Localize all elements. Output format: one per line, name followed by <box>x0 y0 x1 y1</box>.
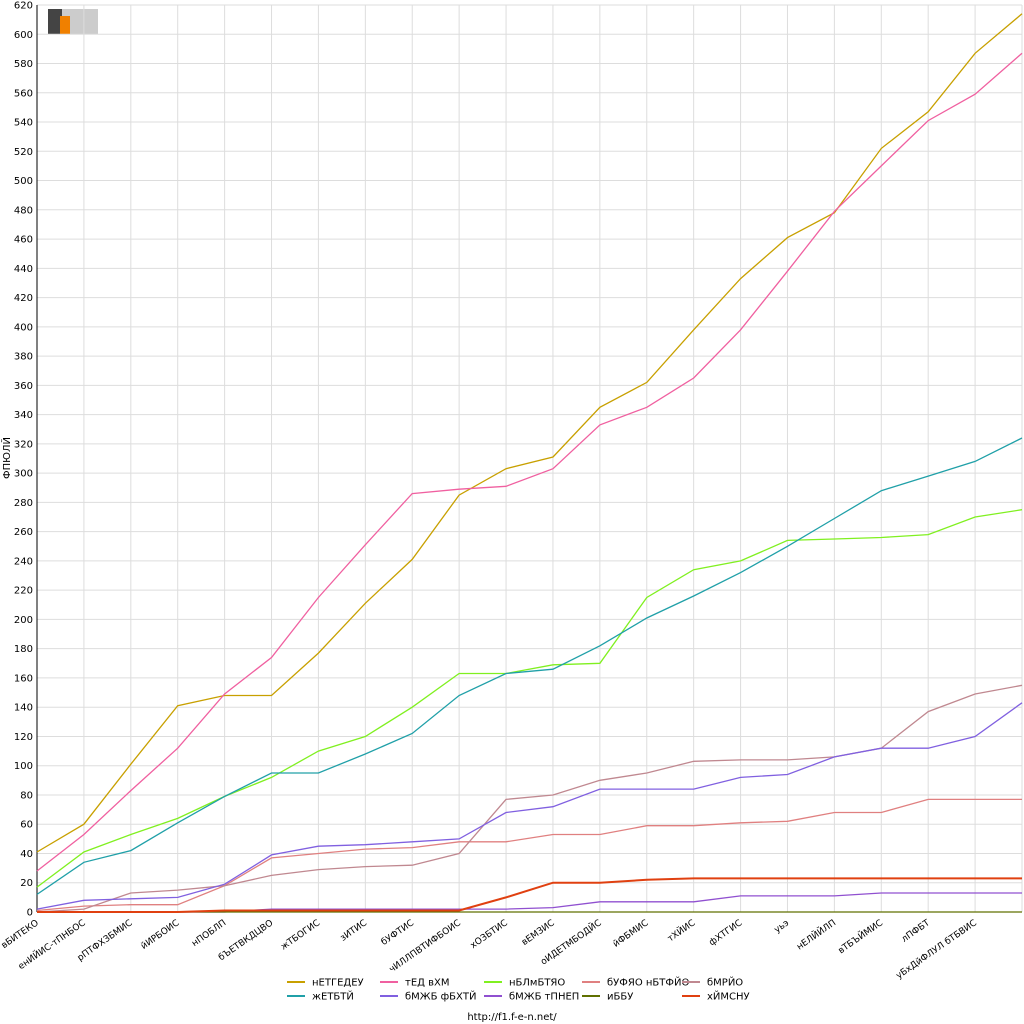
y-tick-label: 340 <box>14 410 33 421</box>
y-tick-label: 40 <box>20 849 33 860</box>
y-tick-label: 120 <box>14 732 33 743</box>
y-tick-label: 140 <box>14 703 33 714</box>
x-tick-label: бУФТИС <box>380 918 416 948</box>
y-tick-label: 180 <box>14 644 33 655</box>
y-tick-label: 420 <box>14 293 33 304</box>
x-tick-label: зИТИС <box>339 918 369 943</box>
legend-label: хЙМСНУ <box>707 990 750 1003</box>
y-tick-label: 460 <box>14 235 33 246</box>
y-tick-label: 540 <box>14 118 33 129</box>
x-tick-label: хОЗБТИС <box>469 918 510 951</box>
x-tick-label: вТБЪЙМИС <box>836 917 885 957</box>
x-tick-label: йИРБОИС <box>139 918 181 952</box>
legend-label: бМЖБ фБХТЙ <box>405 990 476 1003</box>
y-tick-label: 440 <box>14 264 33 275</box>
x-tick-label: лПФБТ <box>900 918 932 945</box>
y-tick-label: 100 <box>14 761 33 772</box>
logo-part <box>48 9 62 34</box>
legend-label: жЕТБТЙ <box>312 990 354 1003</box>
x-tick-label: уБхДйФЛУЛ бТБВИС <box>895 918 979 981</box>
y-tick-label: 160 <box>14 673 33 684</box>
x-tick-label: тХЙИС <box>665 917 697 945</box>
y-tick-label: 600 <box>14 30 33 41</box>
legend-label: нБЛмБТЯО <box>509 978 565 989</box>
series-line <box>36 52 1023 872</box>
y-tick-label: 400 <box>14 322 33 333</box>
y-axis-label: ФПЮЛЙ <box>0 437 13 479</box>
legend-label: бМЖБ тПНЕП <box>509 992 579 1003</box>
y-tick-label: 520 <box>14 147 33 158</box>
y-tick-label: 260 <box>14 527 33 538</box>
x-tick-label: нЕЛЙЙЛП <box>794 917 838 953</box>
y-tick-label: 580 <box>14 59 33 70</box>
x-tick-label: жТБОГИС <box>279 918 322 952</box>
legend-label: бУФЯО нБТФЙО <box>607 976 689 989</box>
y-tick-label: 0 <box>27 908 33 919</box>
series-line <box>36 13 1023 853</box>
series-line <box>36 702 1023 910</box>
y-tick-label: 300 <box>14 469 33 480</box>
y-tick-label: 60 <box>20 820 33 831</box>
x-tick-label: фХТГИС <box>708 918 745 948</box>
y-tick-label: 560 <box>14 88 33 99</box>
y-tick-label: 360 <box>14 381 33 392</box>
series-line <box>36 509 1023 888</box>
y-tick-label: 20 <box>20 878 33 889</box>
y-tick-label: 380 <box>14 352 33 363</box>
legend-label: бМРЙО <box>707 976 743 989</box>
y-tick-label: 220 <box>14 586 33 597</box>
x-tick-label: уьэ <box>773 918 792 935</box>
y-tick-label: 240 <box>14 556 33 567</box>
x-tick-label: вЕМЗИС <box>520 918 556 948</box>
y-tick-label: 280 <box>14 498 33 509</box>
series-line <box>36 437 1023 895</box>
y-tick-label: 480 <box>14 205 33 216</box>
x-tick-label: йФБМИС <box>612 918 651 949</box>
logo-part <box>60 16 70 34</box>
x-tick-label: нПОБЛП <box>190 918 228 949</box>
y-tick-label: 320 <box>14 439 33 450</box>
y-tick-label: 200 <box>14 615 33 626</box>
legend-label: иББУ <box>607 992 633 1003</box>
footer: http://f1.f-e-n.net/ <box>467 1012 557 1023</box>
legend-label: нЕТГЕДЕУ <box>312 978 364 989</box>
series-line <box>37 877 1022 913</box>
x-tick-label: вБИТЕКО <box>0 918 41 951</box>
legend-label: тЕД вХМ <box>405 978 450 989</box>
y-tick-label: 80 <box>20 790 33 801</box>
logo <box>48 9 98 34</box>
y-tick-label: 620 <box>14 1 33 12</box>
y-tick-label: 500 <box>14 176 33 187</box>
series-line <box>36 798 1022 912</box>
